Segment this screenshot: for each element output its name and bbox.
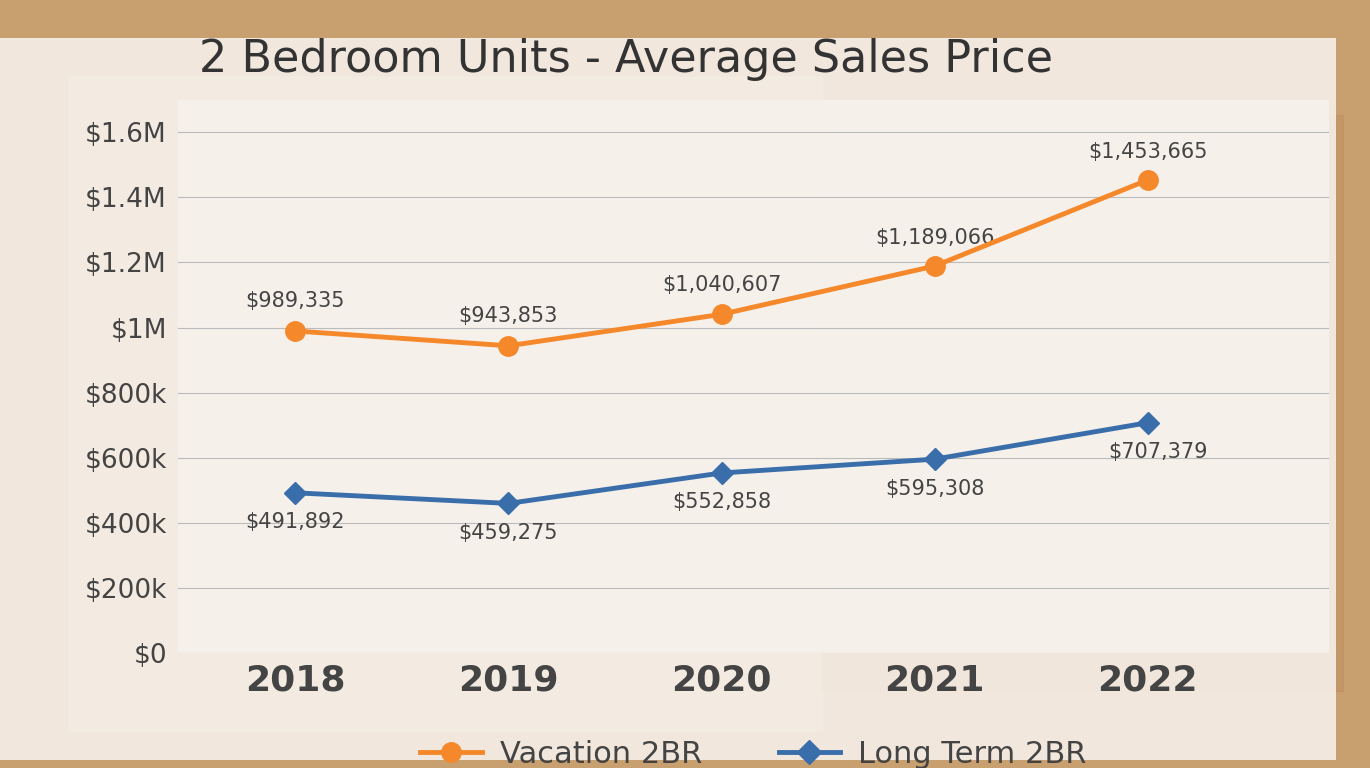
Text: $491,892: $491,892 xyxy=(245,512,345,532)
Text: $552,858: $552,858 xyxy=(671,492,771,512)
Text: $1,189,066: $1,189,066 xyxy=(875,228,995,248)
Bar xyxy=(68,77,822,730)
Text: $459,275: $459,275 xyxy=(459,523,558,543)
FancyBboxPatch shape xyxy=(0,38,1336,760)
Text: 2 Bedroom Units - Average Sales Price: 2 Bedroom Units - Average Sales Price xyxy=(199,38,1052,81)
Text: $1,453,665: $1,453,665 xyxy=(1088,142,1207,162)
Text: $1,040,607: $1,040,607 xyxy=(662,275,781,295)
Text: $595,308: $595,308 xyxy=(885,478,984,498)
Text: $989,335: $989,335 xyxy=(245,292,345,312)
Bar xyxy=(822,115,1343,691)
Text: $943,853: $943,853 xyxy=(459,306,558,326)
Text: $707,379: $707,379 xyxy=(1108,442,1208,462)
Legend: Vacation 2BR, Long Term 2BR: Vacation 2BR, Long Term 2BR xyxy=(408,728,1099,768)
